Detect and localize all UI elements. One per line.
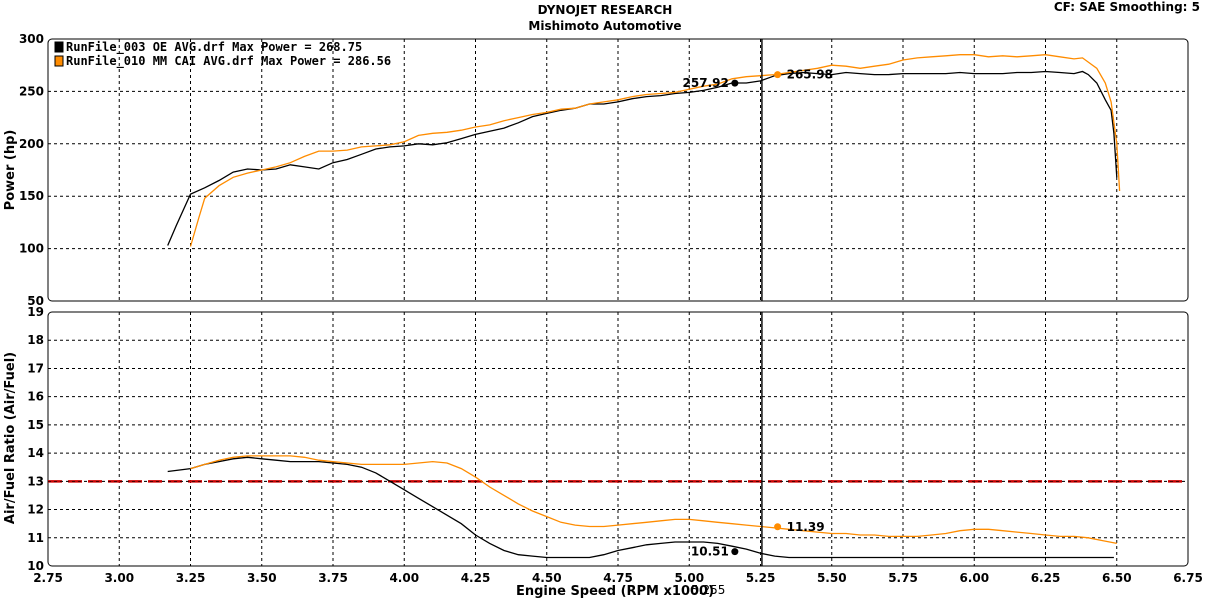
y-tick-label: 13 xyxy=(27,474,44,488)
x-tick-label: 4.75 xyxy=(603,571,633,585)
marker-value-label: 257.92 xyxy=(683,76,729,90)
x-tick-label: 5.75 xyxy=(888,571,918,585)
y-tick-label: 19 xyxy=(27,305,44,319)
power-panel: 50 100 150 200 250 300 257.92 265.98 RunFile_003… xyxy=(19,32,1189,308)
chart-title: DYNOJET RESEARCH xyxy=(538,3,673,17)
afr-panel: 10 11 12 13 14 15 16 17 18 19 10.51 11.39 2.75 3.00 3.… xyxy=(27,305,1203,585)
legend-entry: RunFile_003 OE AVG.drf Max Power = 268.7… xyxy=(66,40,362,55)
cursor-readout: 5.255 xyxy=(691,583,725,597)
settings-readout: CF: SAE Smoothing: 5 xyxy=(1054,0,1200,14)
legend-swatch xyxy=(54,55,64,67)
x-tick-label: 3.75 xyxy=(318,571,348,585)
cursor-marker xyxy=(774,71,782,79)
y-tick-label: 11 xyxy=(27,531,44,545)
y-tick-label: 12 xyxy=(27,503,44,517)
marker-value-label: 10.51 xyxy=(691,545,729,559)
legend-swatch xyxy=(54,41,64,53)
y-tick-label: 200 xyxy=(19,137,44,151)
x-axis-title: Engine Speed (RPM x1000) xyxy=(516,584,714,599)
y-tick-label: 16 xyxy=(27,390,44,404)
x-tick-label: 4.00 xyxy=(389,571,419,585)
x-tick-label: 5.00 xyxy=(674,571,704,585)
y-tick-label: 17 xyxy=(27,361,44,375)
y-tick-label: 15 xyxy=(27,418,44,432)
x-tick-label: 4.50 xyxy=(532,571,562,585)
y-tick-label: 100 xyxy=(19,242,44,256)
marker-value-label: 265.98 xyxy=(787,68,833,82)
x-tick-label: 3.50 xyxy=(247,571,277,585)
marker-value-label: 11.39 xyxy=(787,520,825,534)
y-tick-label: 300 xyxy=(19,32,44,46)
power-y-axis-title: Power (hp) xyxy=(3,130,18,211)
series-line-oe xyxy=(167,70,1118,246)
y-tick-label: 14 xyxy=(27,446,44,460)
y-tick-label: 250 xyxy=(19,84,44,98)
series-line-cai xyxy=(190,455,1117,545)
x-tick-label: 3.25 xyxy=(176,571,206,585)
x-tick-label: 4.25 xyxy=(461,571,491,585)
x-tick-label: 6.25 xyxy=(1031,571,1061,585)
afr-y-axis-title: Air/Fuel Ratio (Air/Fuel) xyxy=(3,352,18,524)
legend-entry: RunFile_010 MM CAI AVG.drf Max Power = 2… xyxy=(66,54,391,69)
y-tick-label: 18 xyxy=(27,333,44,347)
series-line-oe xyxy=(167,456,1114,559)
x-tick-label: 5.50 xyxy=(817,571,847,585)
x-tick-label: 2.75 xyxy=(33,571,63,585)
x-tick-label: 6.00 xyxy=(959,571,989,585)
series-line-cai xyxy=(189,54,1121,247)
cursor-marker xyxy=(731,548,739,556)
x-tick-label: 3.00 xyxy=(104,571,134,585)
y-tick-label: 10 xyxy=(27,559,44,573)
cursor-marker xyxy=(774,523,782,531)
cursor-marker xyxy=(731,79,739,87)
y-tick-label: 50 xyxy=(27,294,44,308)
x-tick-label: 6.75 xyxy=(1173,571,1203,585)
x-tick-label: 6.50 xyxy=(1102,571,1132,585)
y-tick-label: 150 xyxy=(19,189,44,203)
chart-subtitle: Mishimoto Automotive xyxy=(528,19,681,33)
x-tick-label: 5.25 xyxy=(746,571,776,585)
